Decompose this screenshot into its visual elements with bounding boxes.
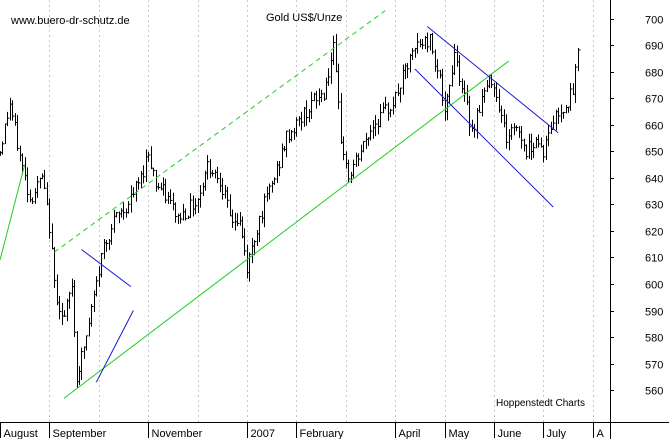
vertical-grid: [49, 0, 594, 422]
y-tick-label: 570: [645, 360, 663, 372]
trendline-wedge-bottom: [95, 310, 134, 383]
x-tick-label: August: [4, 428, 38, 439]
trendline-down-channel-bottom: [414, 68, 554, 208]
y-tick-label: 660: [645, 121, 663, 133]
source-url: www.buero-dr-schutz.de: [10, 15, 130, 27]
y-tick-label: 680: [645, 68, 663, 80]
trendline-support-left: [0, 164, 26, 261]
y-axis: 560 570 580 590 600 610 620 630 640 650 660 670 680 6…: [610, 15, 663, 398]
credit-label: Hoppenstedt Charts: [496, 398, 585, 409]
chart-title: Gold US$/Unze: [266, 12, 342, 24]
trendline-down-channel-top: [426, 26, 559, 134]
trendline-main-support: [63, 60, 510, 399]
y-tick-label: 610: [645, 253, 663, 265]
y-tick-label: 630: [645, 200, 663, 212]
y-tick-label: 560: [645, 386, 663, 398]
x-tick-label: July: [547, 428, 567, 439]
y-tick-label: 580: [645, 333, 663, 345]
x-axis: August September November 2007 February April…: [0, 422, 605, 439]
y-tick-label: 640: [645, 174, 663, 186]
x-tick-label: May: [449, 428, 470, 439]
y-tick-label: 590: [645, 307, 663, 319]
price-bars: [0, 32, 581, 389]
x-tick-label: A: [597, 428, 605, 439]
y-tick-label: 650: [645, 147, 663, 159]
x-tick-label: February: [300, 428, 345, 439]
y-tick-label: 670: [645, 94, 663, 106]
y-tick-label: 700: [645, 15, 663, 27]
x-tick-label: June: [498, 428, 522, 439]
y-tick-label: 600: [645, 280, 663, 292]
trendlines: [0, 10, 559, 399]
x-tick-label: September: [53, 428, 107, 439]
x-tick-label: 2007: [251, 428, 275, 439]
x-tick-label: April: [399, 428, 421, 439]
y-tick-label: 620: [645, 227, 663, 239]
trendline-wedge-top: [81, 249, 132, 288]
x-tick-label: November: [152, 428, 203, 439]
y-tick-label: 690: [645, 41, 663, 53]
